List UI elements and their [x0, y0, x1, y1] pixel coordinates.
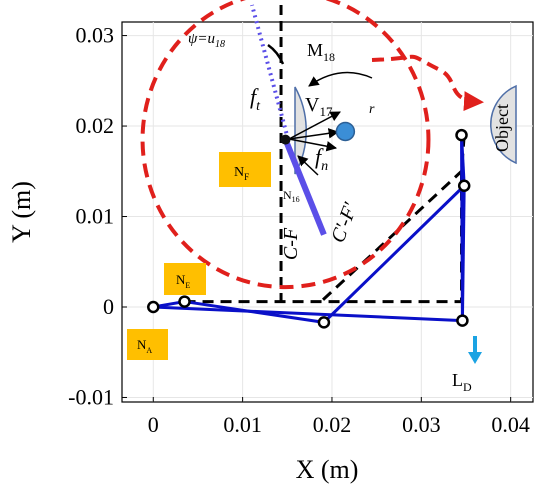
tool-extension-dotted [250, 4, 290, 140]
moment-arc [308, 71, 373, 87]
y-tick-label: 0.03 [76, 23, 115, 48]
ne-label-box [164, 263, 206, 295]
x-tick-label: 0.04 [491, 412, 530, 437]
x-axis-label: X (m) [296, 455, 359, 484]
mechanism-joint [178, 295, 191, 308]
nf-label: NF [234, 165, 249, 182]
pivot-point [335, 121, 356, 142]
svg-text:N16: N16 [283, 188, 300, 204]
mechanism-joint [456, 314, 469, 327]
svg-text:fn: fn [315, 144, 328, 174]
ld-arrow [468, 336, 482, 364]
n16-label: N16 [283, 188, 300, 204]
y-tick-label: -0.01 [68, 384, 114, 409]
ld-label: LD [452, 370, 472, 394]
mechanism-link [322, 184, 466, 324]
svg-text:NE: NE [176, 272, 190, 290]
workspace-circle [140, 0, 431, 290]
svg-text:ψ=u18: ψ=u18 [188, 31, 225, 50]
y-tick-label: 0.01 [76, 204, 115, 229]
approach-curve [371, 54, 484, 112]
fn-label: fn [315, 144, 328, 174]
y-tick-label: 0.02 [76, 113, 115, 138]
x-tick-label: 0.02 [313, 412, 352, 437]
psi-label: ψ=u18 [188, 31, 225, 50]
y-tick-label: 0 [103, 294, 114, 319]
svg-text:LD: LD [452, 370, 472, 394]
v17-label: V17 [305, 94, 333, 119]
mechanism-joint [317, 316, 331, 329]
y-axis-label: Y (m) [7, 181, 36, 243]
grid-lines [122, 22, 533, 402]
axis-ticks: 0 0.01 0.02 0.03 0.04 -0.01 0 0.01 0.02 0.03 [68, 23, 530, 437]
m18-label: M18 [307, 40, 335, 64]
svg-text:ft: ft [250, 84, 261, 114]
na-label-box [127, 329, 168, 360]
svg-text:V17: V17 [305, 94, 333, 119]
mechanism-joint [147, 300, 160, 314]
x-tick-label: 0 [148, 412, 159, 437]
reference-diagonal [322, 170, 463, 301]
svg-text:NA: NA [137, 337, 152, 355]
tool-link [282, 138, 327, 236]
mechanism-link [460, 135, 464, 321]
object-shape [490, 84, 517, 165]
ne-label: NE [176, 272, 190, 290]
plot-frame [121, 21, 534, 403]
x-tick-label: 0.01 [223, 412, 262, 437]
mechanism-link [153, 305, 463, 323]
cf-label: C-F [280, 227, 302, 260]
r-label: r [369, 102, 375, 117]
ft-label: ft [250, 84, 261, 114]
mechanism-link [184, 300, 325, 324]
tool-joint [280, 134, 291, 145]
mechanism-links [153, 135, 466, 324]
object-label: Object [492, 104, 512, 152]
na-label: NA [137, 337, 152, 355]
x-tick-label: 0.03 [402, 412, 441, 437]
svg-text:M18: M18 [307, 40, 335, 64]
nf-label-box [219, 152, 271, 187]
psi-arc [267, 43, 285, 65]
mechanism-joint [455, 128, 468, 142]
mechanism-joint [457, 179, 471, 193]
svg-text:NF: NF [234, 165, 249, 182]
force-arrows [288, 111, 341, 176]
mechanism-joints [147, 128, 471, 329]
